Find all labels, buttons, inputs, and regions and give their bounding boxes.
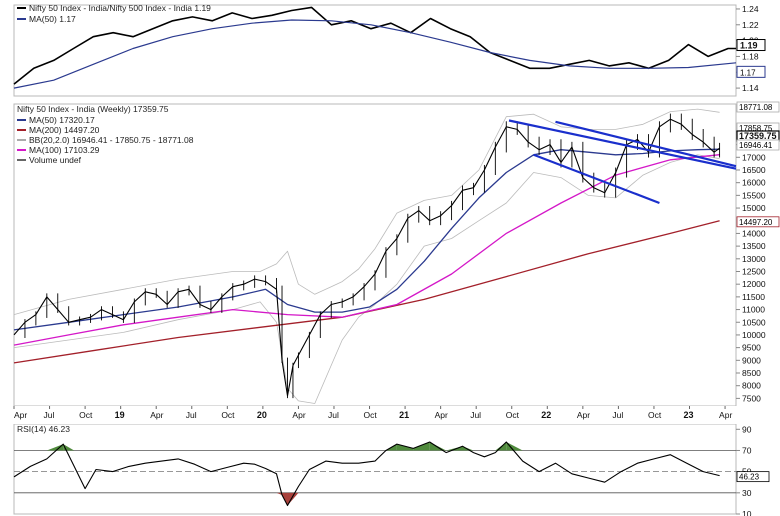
price-y-tick-label: 9000	[742, 355, 761, 365]
rsi-y-tick-label: 30	[742, 488, 752, 498]
rs-ma50-line	[13, 19, 737, 89]
x-axis-label: 22	[541, 410, 551, 420]
rsi-oversold-fill	[287, 492, 299, 506]
x-axis-label: Jul	[612, 410, 623, 420]
x-axis-label: Oct	[364, 410, 378, 420]
price-y-tick-label: 8500	[742, 368, 761, 378]
rsi-line	[13, 441, 720, 507]
price-y-tick-label: 15000	[742, 203, 766, 213]
ma50-line	[13, 148, 720, 331]
trendline	[555, 120, 737, 168]
x-axis-label: Apr	[292, 410, 305, 420]
x-axis-label: Oct	[648, 410, 662, 420]
price-last-value-box	[736, 139, 780, 151]
price-y-tick-label: 11000	[742, 305, 765, 315]
rsi-oversold-fill	[276, 492, 283, 495]
price-y-tick-label: 16500	[742, 165, 766, 175]
rs-last-value-box	[736, 39, 766, 52]
date-axis-band	[0, 406, 780, 424]
bb-upper-line	[13, 108, 720, 315]
rs-legend-label: Nifty 50 Index - India/Nifty 500 Index -…	[29, 3, 211, 13]
price-y-tick-label: 7500	[742, 393, 761, 403]
price-y-tick-label: 14000	[742, 228, 766, 238]
price-last-value: 17359.75	[739, 131, 777, 141]
relative-strength-panel	[13, 4, 737, 97]
rsi-panel	[13, 423, 737, 515]
x-axis-label: 21	[399, 410, 409, 420]
price-legend-label: MA(50) 17320.17	[29, 115, 95, 125]
x-axis-label: 23	[684, 410, 694, 420]
price-y-tick-label: 13500	[742, 241, 766, 251]
price-y-tick-label: 10000	[742, 330, 766, 340]
x-axis-label: Apr	[435, 410, 448, 420]
rsi-y-tick-label: 70	[742, 445, 752, 455]
bb-lower-line	[13, 154, 720, 404]
x-axis-label: Jul	[44, 410, 55, 420]
x-axis-label: Apr	[14, 410, 27, 420]
rsi-legend-label: RSI(14) 46.23	[17, 424, 70, 434]
trendline	[533, 153, 660, 205]
x-axis-label: Jul	[186, 410, 197, 420]
price-last-value: 14497.20	[739, 218, 773, 227]
rsi-last-value: 46.23	[739, 473, 760, 482]
rs-y-tick-label: 1.14	[742, 83, 759, 93]
price-y-tick-label: 11500	[742, 292, 765, 302]
rsi-overbought-fill	[506, 442, 523, 451]
price-y-tick-label: 12000	[742, 279, 766, 289]
price-legend-label: MA(200) 14497.20	[29, 125, 100, 135]
price-y-tick-label: 12500	[742, 266, 766, 276]
price-title: Nifty 50 Index - India (Weekly) 17359.75	[17, 104, 169, 114]
ma100-line	[13, 154, 720, 346]
price-last-value: 17858.75	[739, 124, 773, 133]
price-y-tick-label: 16000	[742, 178, 766, 188]
x-axis-label: 19	[115, 410, 125, 420]
rs-last-value: 1.19	[740, 41, 758, 51]
rs-y-tick-label: 1.22	[742, 20, 759, 30]
price-y-tick-label: 17000	[742, 152, 766, 162]
price-y-tick-label: 10500	[742, 317, 766, 327]
price-y-tick-label: 13000	[742, 254, 766, 264]
price-y-tick-label: 9500	[742, 343, 761, 353]
price-panel	[13, 103, 737, 407]
x-axis-label: Apr	[577, 410, 590, 420]
rsi-y-tick-label: 10	[742, 509, 752, 516]
price-last-value: 18771.08	[739, 103, 773, 112]
rs-legend-label: MA(50) 1.17	[29, 14, 76, 24]
rsi-y-tick-label: 90	[742, 424, 752, 434]
x-axis-label: Jul	[328, 410, 339, 420]
price-legend-label: MA(100) 17103.29	[29, 145, 100, 155]
rsi-overbought-fill	[46, 444, 64, 451]
rsi-last-value-box	[736, 471, 770, 483]
price-legend-label: BB(20,2.0) 16946.41 - 17850.75 - 18771.0…	[29, 135, 194, 145]
x-axis-label: Apr	[719, 410, 732, 420]
price-line	[13, 118, 720, 397]
x-axis-label: 20	[257, 410, 267, 420]
price-last-value-box	[736, 216, 780, 228]
x-axis-label: Apr	[150, 410, 163, 420]
rs-last-value-box	[736, 65, 766, 78]
x-axis-label: Oct	[506, 410, 520, 420]
rs-y-tick-label: 1.18	[742, 51, 759, 61]
price-y-tick-label: 8000	[742, 381, 761, 391]
x-axis-label: Oct	[79, 410, 93, 420]
x-axis-label: Oct	[221, 410, 235, 420]
trendline	[508, 119, 737, 170]
rs-y-tick-label: 1.24	[742, 4, 759, 14]
price-y-tick-label: 15500	[742, 190, 766, 200]
rs-ratio-line	[13, 6, 736, 85]
x-axis-label: Jul	[470, 410, 481, 420]
price-last-value: 16946.41	[739, 141, 773, 150]
price-last-value-box	[736, 101, 780, 113]
price-legend-label: Volume undef	[29, 155, 82, 165]
rs-last-value: 1.17	[740, 68, 756, 77]
